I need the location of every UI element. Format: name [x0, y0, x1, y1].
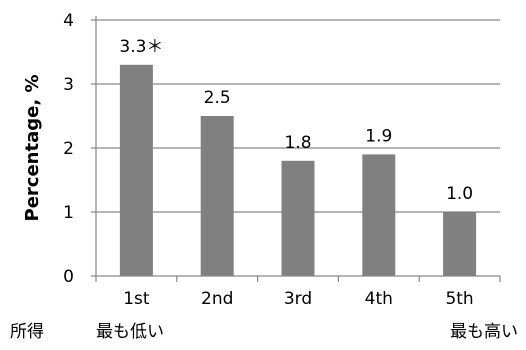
income-label: 所得	[10, 322, 44, 342]
bar-3rd	[281, 160, 315, 276]
bars	[119, 64, 477, 276]
y-tick-label: 3	[63, 75, 74, 95]
axes	[91, 16, 501, 282]
y-tick-label: 2	[63, 139, 74, 159]
x-category-label: 1st	[123, 289, 150, 309]
x-category-label: 5th	[445, 289, 473, 309]
bar-2nd	[200, 116, 234, 276]
data-label: 1.8	[284, 133, 311, 153]
y-tick-label: 1	[63, 203, 74, 223]
x-category-label: 4th	[365, 289, 393, 309]
data-label: 1.9	[365, 126, 392, 146]
y-tick-label: 0	[63, 267, 74, 287]
labels: 0 1 2 3 4 1st 3.3＊ 2nd 2.5 3rd 1.8 4th 1.9 5th 1.0	[63, 11, 474, 309]
bar-4th	[362, 154, 396, 276]
lowest-income-label: 最も低い	[96, 322, 164, 342]
x-category-label: 2nd	[201, 289, 233, 309]
data-label: 3.3＊	[119, 37, 163, 57]
data-label: 1.0	[446, 184, 473, 204]
x-category-label: 3rd	[284, 289, 312, 309]
bar-5th	[443, 212, 477, 276]
data-label: 2.5	[204, 88, 231, 108]
highest-income-label: 最も高い	[450, 322, 518, 342]
y-axis-title: Percentage, %	[22, 75, 43, 222]
bar-1st	[119, 64, 153, 276]
y-tick-label: 4	[63, 11, 74, 31]
